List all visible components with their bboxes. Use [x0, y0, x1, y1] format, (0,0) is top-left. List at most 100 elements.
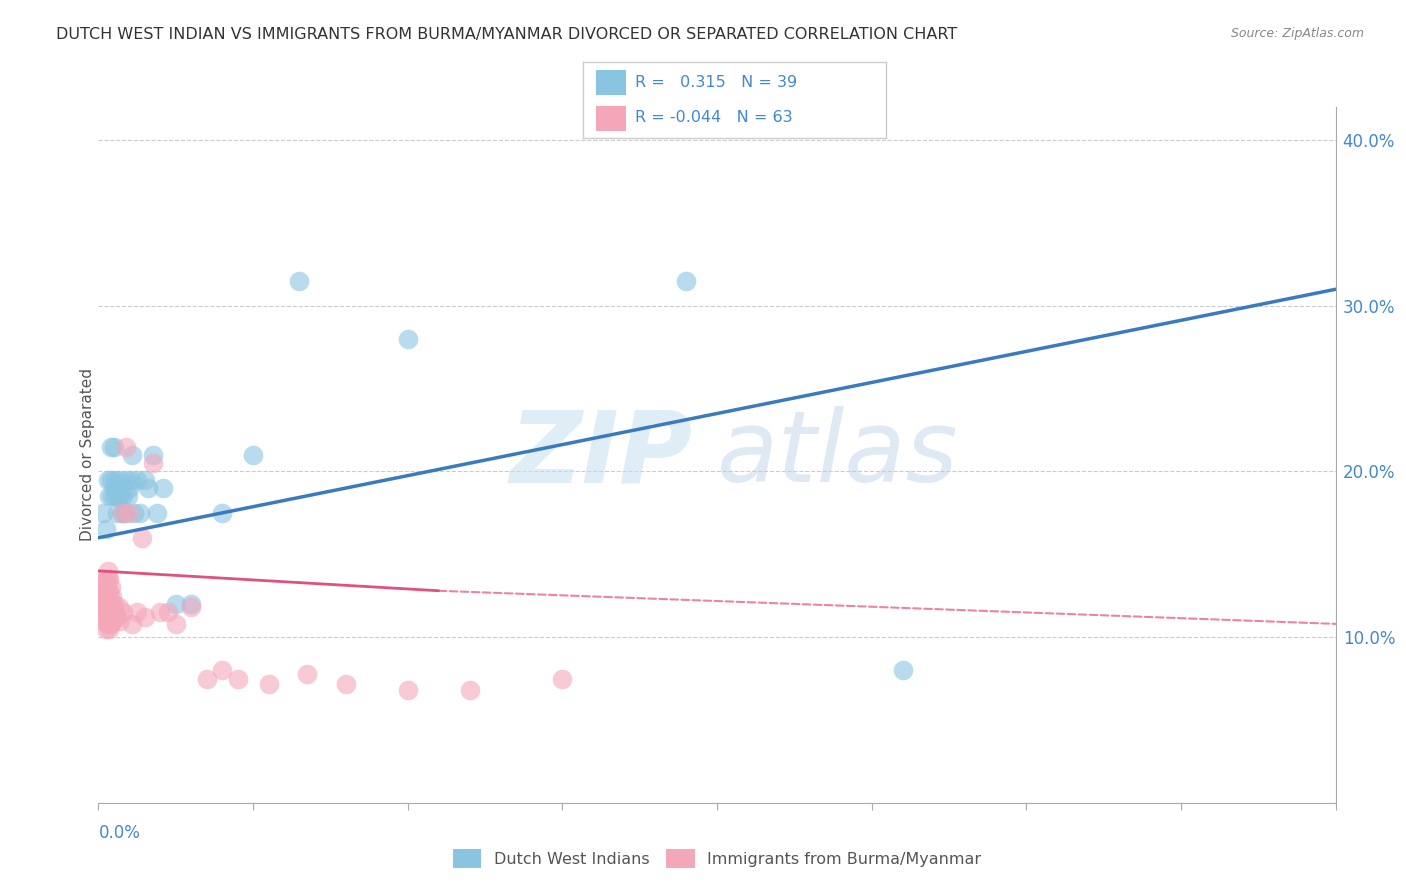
Point	[112, 605, 135, 619]
Point	[93, 614, 115, 628]
Point	[100, 605, 122, 619]
Point	[93, 600, 115, 615]
Point	[98, 583, 121, 598]
Point	[100, 581, 122, 595]
Point	[112, 489, 135, 503]
Point	[97, 564, 120, 578]
Point	[100, 440, 122, 454]
Point	[97, 593, 120, 607]
Point	[127, 605, 149, 619]
Bar	[596, 105, 626, 130]
Point	[111, 506, 132, 520]
Point	[96, 523, 118, 537]
Point	[165, 616, 187, 631]
Bar	[596, 70, 626, 95]
Point	[100, 616, 122, 631]
Point	[98, 572, 121, 586]
Point	[105, 610, 128, 624]
Point	[91, 506, 114, 520]
Point	[141, 448, 165, 462]
Point	[101, 600, 124, 615]
Point	[96, 572, 118, 586]
Point	[242, 448, 264, 462]
Y-axis label: Divorced or Separated: Divorced or Separated	[80, 368, 94, 541]
Point	[96, 597, 118, 611]
Point	[93, 589, 115, 603]
Point	[121, 448, 143, 462]
Point	[396, 683, 419, 698]
Point	[257, 676, 280, 690]
Point	[104, 605, 127, 619]
Point	[146, 506, 169, 520]
Point	[134, 610, 156, 624]
Text: ZIP: ZIP	[509, 407, 692, 503]
Point	[149, 605, 172, 619]
Point	[118, 481, 141, 495]
Point	[103, 610, 125, 624]
Point	[107, 600, 129, 615]
Point	[96, 622, 118, 636]
Point	[89, 605, 111, 619]
Point	[107, 489, 129, 503]
Text: 0.0%: 0.0%	[98, 823, 141, 842]
Point	[396, 332, 419, 346]
Point	[97, 616, 120, 631]
Text: atlas: atlas	[717, 407, 959, 503]
Point	[551, 672, 574, 686]
Point	[103, 440, 125, 454]
Point	[115, 473, 138, 487]
Point	[103, 481, 125, 495]
Point	[129, 506, 152, 520]
Point	[91, 583, 114, 598]
Point	[115, 440, 138, 454]
Point	[458, 683, 481, 698]
Point	[288, 274, 311, 288]
Point	[97, 572, 120, 586]
Point	[891, 663, 914, 677]
Point	[98, 597, 121, 611]
Point	[98, 489, 121, 503]
Point	[118, 506, 141, 520]
Point	[180, 597, 202, 611]
Point	[165, 597, 187, 611]
Legend: Dutch West Indians, Immigrants from Burma/Myanmar: Dutch West Indians, Immigrants from Burm…	[446, 843, 988, 875]
Point	[101, 489, 124, 503]
Point	[96, 583, 118, 598]
Point	[90, 605, 112, 619]
Text: Source: ZipAtlas.com: Source: ZipAtlas.com	[1230, 27, 1364, 40]
Point	[120, 473, 142, 487]
Point	[335, 676, 357, 690]
Point	[121, 616, 143, 631]
Point	[108, 473, 131, 487]
Point	[117, 489, 139, 503]
Point	[97, 473, 120, 487]
Point	[104, 473, 127, 487]
Point	[195, 672, 218, 686]
Point	[141, 456, 165, 470]
Point	[108, 614, 131, 628]
Point	[134, 473, 156, 487]
Point	[91, 572, 114, 586]
Point	[89, 581, 111, 595]
Point	[297, 666, 319, 681]
Point	[98, 610, 121, 624]
Text: R = -0.044   N = 63: R = -0.044 N = 63	[636, 111, 793, 125]
Point	[675, 274, 697, 288]
Point	[101, 614, 124, 628]
Point	[98, 622, 121, 636]
Point	[114, 506, 136, 520]
Point	[131, 531, 153, 545]
Point	[91, 597, 114, 611]
Point	[90, 589, 112, 603]
Point	[105, 506, 128, 520]
Point	[103, 597, 125, 611]
Point	[97, 605, 120, 619]
Point	[157, 605, 180, 619]
Point	[100, 593, 122, 607]
Point	[152, 481, 174, 495]
Point	[226, 672, 249, 686]
Point	[122, 506, 145, 520]
Point	[211, 663, 233, 677]
Point	[180, 600, 202, 615]
Point	[93, 577, 115, 591]
